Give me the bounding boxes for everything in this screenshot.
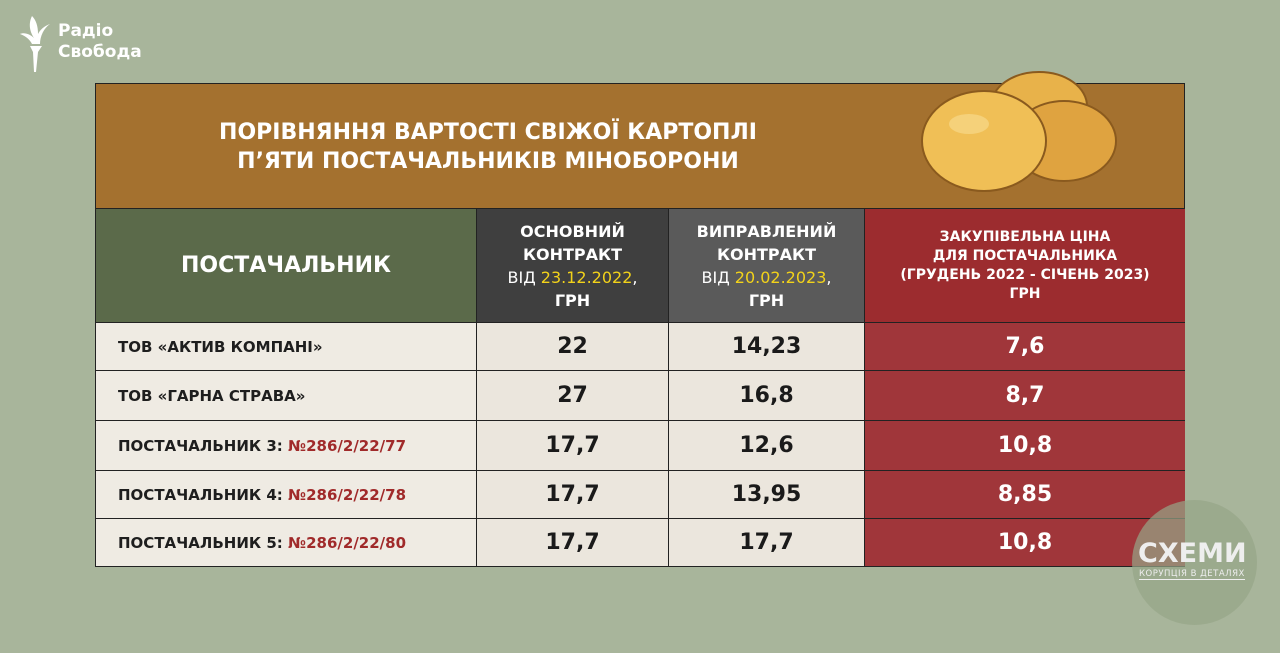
table-row-supplier: ТОВ «ГАРНА СТРАВА» bbox=[96, 371, 477, 421]
purchase-price: 7,6 bbox=[865, 323, 1185, 371]
header-purchase-price: ЗАКУПІВЕЛЬНА ЦІНА ДЛЯ ПОСТАЧАЛЬНИКА (ГРУ… bbox=[865, 209, 1185, 323]
header-purchase-l4: ГРН bbox=[1009, 285, 1041, 302]
radio-svoboda-logo: Радіо Свобода bbox=[18, 12, 142, 72]
header-main-contract: ОСНОВНИЙ КОНТРАКТ ВІД 23.12.2022, ГРН bbox=[477, 209, 669, 323]
header-fixed-contract: ВИПРАВЛЕНИЙ КОНТРАКТ ВІД 20.02.2023, ГРН bbox=[669, 209, 865, 323]
header-purchase-l2: ДЛЯ ПОСТАЧАЛЬНИКА bbox=[932, 247, 1118, 264]
title-line2: П’ЯТИ ПОСТАЧАЛЬНИКІВ МІНОБОРОНИ bbox=[237, 149, 739, 174]
header-fixed-prefix: ВІД bbox=[701, 267, 735, 287]
schemy-watermark-circle bbox=[1132, 500, 1257, 625]
header-fixed-unit: ГРН bbox=[748, 290, 785, 310]
title-line1: ПОРІВНЯННЯ ВАРТОСТІ СВІЖОЇ КАРТОПЛІ bbox=[219, 120, 757, 145]
purchase-price: 10,8 bbox=[865, 519, 1185, 566]
supplier-name: ТОВ «ГАРНА СТРАВА» bbox=[118, 386, 306, 405]
table-row-supplier: ТОВ «АКТИВ КОМПАНІ» bbox=[96, 323, 477, 371]
logo-line1: Радіо bbox=[58, 21, 114, 41]
header-main-date: 23.12.2022 bbox=[540, 267, 633, 287]
supplier-name: ПОСТАЧАЛЬНИК 4: bbox=[118, 485, 283, 504]
fixed-contract-price: 17,7 bbox=[669, 519, 865, 566]
header-main-suffix: , bbox=[632, 267, 638, 287]
schemy-logo-subtitle: КОРУПЦІЯ В ДЕТАЛЯХ bbox=[1139, 569, 1245, 580]
supplier-name: ПОСТАЧАЛЬНИК 3: bbox=[118, 436, 283, 455]
main-contract-price: 17,7 bbox=[477, 519, 669, 566]
header-fixed-date: 20.02.2023 bbox=[734, 267, 827, 287]
table-row-supplier: ПОСТАЧАЛЬНИК 4: №286/2/22/78 bbox=[96, 471, 477, 519]
main-contract-price: 17,7 bbox=[477, 421, 669, 471]
purchase-price: 10,8 bbox=[865, 421, 1185, 471]
fixed-contract-price: 12,6 bbox=[669, 421, 865, 471]
fixed-contract-price: 14,23 bbox=[669, 323, 865, 371]
comparison-table: ПОРІВНЯННЯ ВАРТОСТІ СВІЖОЇ КАРТОПЛІ П’ЯТ… bbox=[95, 71, 1185, 567]
supplier-name: ТОВ «АКТИВ КОМПАНІ» bbox=[118, 337, 323, 356]
contract-number: №286/2/22/80 bbox=[288, 533, 407, 552]
table-row-supplier: ПОСТАЧАЛЬНИК 5: №286/2/22/80 bbox=[96, 519, 477, 566]
potato-illustration bbox=[921, 71, 1117, 192]
header-main-l1: ОСНОВНИЙ bbox=[520, 221, 625, 241]
header-main-l2: КОНТРАКТ bbox=[522, 244, 623, 264]
main-contract-price: 17,7 bbox=[477, 471, 669, 519]
page-title: ПОРІВНЯННЯ ВАРТОСТІ СВІЖОЇ КАРТОПЛІ П’ЯТ… bbox=[188, 118, 788, 176]
header-purchase-l3: (ГРУДЕНЬ 2022 - СІЧЕНЬ 2023) bbox=[900, 266, 1150, 283]
logo-line2: Свобода bbox=[58, 42, 142, 62]
fixed-contract-price: 13,95 bbox=[669, 471, 865, 519]
contract-number: №286/2/22/77 bbox=[288, 436, 407, 455]
purchase-price: 8,7 bbox=[865, 371, 1185, 421]
purchase-price: 8,85 bbox=[865, 471, 1185, 519]
header-supplier: ПОСТАЧАЛЬНИК bbox=[96, 209, 477, 323]
header-fixed-suffix: , bbox=[826, 267, 832, 287]
schemy-logo-title: СХЕМИ bbox=[1138, 538, 1247, 569]
fixed-contract-price: 16,8 bbox=[669, 371, 865, 421]
header-main-unit: ГРН bbox=[554, 290, 591, 310]
header-fixed-l2: КОНТРАКТ bbox=[716, 244, 817, 264]
title-band: ПОРІВНЯННЯ ВАРТОСТІ СВІЖОЇ КАРТОПЛІ П’ЯТ… bbox=[96, 71, 1184, 209]
header-fixed-l1: ВИПРАВЛЕНИЙ bbox=[696, 221, 837, 241]
table-row-supplier: ПОСТАЧАЛЬНИК 3: №286/2/22/77 bbox=[96, 421, 477, 471]
main-contract-price: 27 bbox=[477, 371, 669, 421]
supplier-name: ПОСТАЧАЛЬНИК 5: bbox=[118, 533, 283, 552]
header-main-prefix: ВІД bbox=[507, 267, 541, 287]
torch-icon bbox=[20, 16, 50, 72]
header-purchase-l1: ЗАКУПІВЕЛЬНА ЦІНА bbox=[939, 228, 1111, 245]
contract-number: №286/2/22/78 bbox=[288, 485, 407, 504]
main-contract-price: 22 bbox=[477, 323, 669, 371]
